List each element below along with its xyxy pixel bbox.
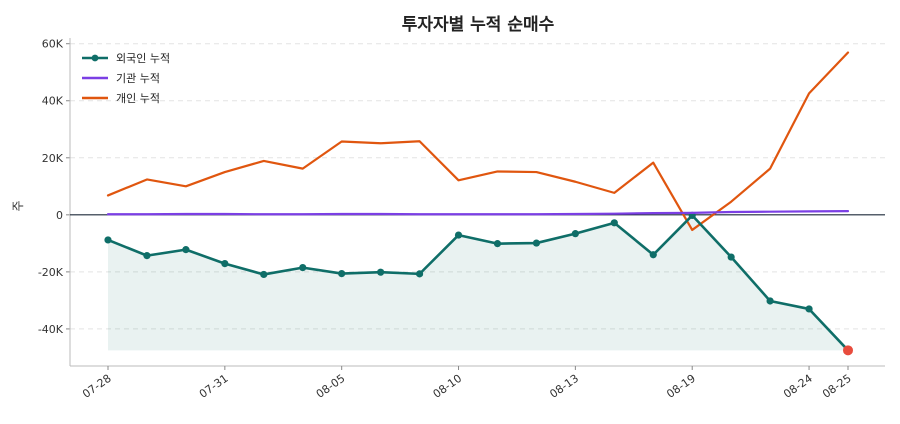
data-point (766, 297, 774, 305)
data-point (493, 240, 502, 248)
x-tick-label: 08-13 (547, 372, 581, 401)
data-point (338, 269, 346, 278)
legend-label: 외국인 누적 (116, 52, 170, 65)
series-line (106, 210, 850, 216)
data-point (610, 219, 618, 227)
y-tick-label: 20K (42, 152, 64, 165)
data-point (805, 305, 813, 313)
y-tick-label: 60K (42, 38, 64, 51)
x-tick-label: 08-25 (820, 372, 854, 401)
data-point (104, 236, 112, 244)
data-point (182, 246, 190, 254)
y-tick-label: -20K (38, 266, 64, 279)
x-tick-label: 08-05 (314, 372, 348, 401)
chart-title: 투자자별 누적 순매수 (402, 15, 555, 35)
data-point (415, 270, 424, 278)
series-line (106, 214, 850, 352)
data-point (649, 251, 657, 259)
data-point (454, 231, 463, 239)
x-tick-label: 08-10 (431, 372, 465, 401)
y-tick-label: -40K (38, 323, 64, 336)
x-tick-label: 08-19 (664, 372, 698, 401)
x-tick-label: 07-28 (80, 372, 114, 401)
data-point (571, 230, 579, 238)
data-point (727, 253, 735, 261)
y-tick-label: 0 (56, 209, 63, 222)
legend-marker (91, 54, 99, 62)
x-tick-label: 07-31 (197, 372, 231, 401)
x-tick-label: 08-24 (781, 372, 815, 401)
legend-label: 개인 누적 (116, 92, 160, 105)
y-axis-label: 주 (11, 200, 25, 211)
series-line (106, 51, 850, 232)
legend-label: 기관 누적 (116, 72, 160, 85)
last-data-point (843, 345, 853, 356)
data-point (532, 239, 541, 247)
data-point (299, 264, 307, 272)
data-point (143, 252, 151, 260)
data-point (221, 260, 229, 268)
series-fill-area (108, 215, 848, 351)
y-tick-label: 40K (42, 95, 64, 108)
data-point (260, 270, 268, 279)
data-point (377, 268, 385, 276)
